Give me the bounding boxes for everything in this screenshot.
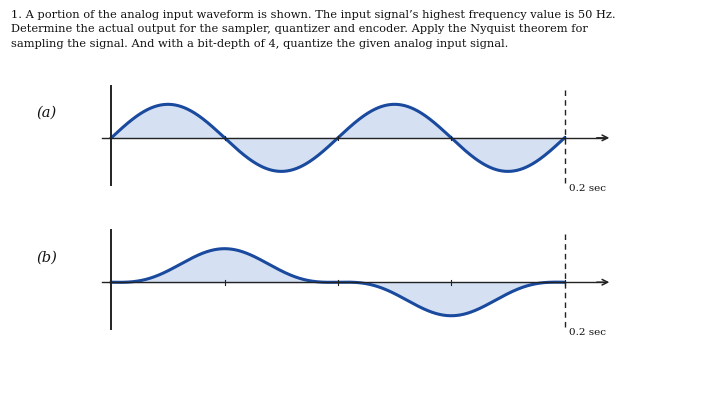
Text: (a): (a) <box>36 106 56 120</box>
Text: 0.2 sec: 0.2 sec <box>569 184 606 193</box>
Text: (b): (b) <box>36 250 57 264</box>
Text: 0.2 sec: 0.2 sec <box>569 328 606 338</box>
Text: 1. A portion of the analog input waveform is shown. The input signal’s highest f: 1. A portion of the analog input wavefor… <box>11 10 615 49</box>
